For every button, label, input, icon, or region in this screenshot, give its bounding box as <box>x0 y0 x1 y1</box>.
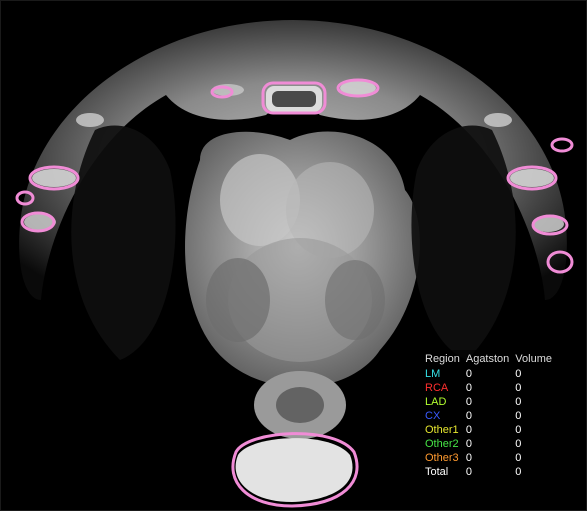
table-row: LM00 <box>425 367 558 381</box>
agatston-value: 0 <box>466 381 515 395</box>
agatston-value: 0 <box>466 423 515 437</box>
col-agatston: Agatston <box>466 352 515 367</box>
region-label: LAD <box>425 395 466 409</box>
agatston-value: 0 <box>466 409 515 423</box>
region-label: Other2 <box>425 437 466 451</box>
col-region: Region <box>425 352 466 367</box>
region-label: CX <box>425 409 466 423</box>
agatston-value: 0 <box>466 451 515 465</box>
agatston-value: 0 <box>466 395 515 409</box>
region-label: Total <box>425 465 466 479</box>
table-row: CX00 <box>425 409 558 423</box>
agatston-value: 0 <box>466 367 515 381</box>
volume-value: 0 <box>515 465 558 479</box>
table-row: Total00 <box>425 465 558 479</box>
volume-value: 0 <box>515 437 558 451</box>
table-row: LAD00 <box>425 395 558 409</box>
volume-value: 0 <box>515 381 558 395</box>
ct-viewer[interactable]: Region Agatston Volume LM00RCA00LAD00CX0… <box>0 0 587 511</box>
volume-value: 0 <box>515 451 558 465</box>
table-row: Other200 <box>425 437 558 451</box>
table-header-row: Region Agatston Volume <box>425 352 558 367</box>
region-label: Other1 <box>425 423 466 437</box>
table-row: Other300 <box>425 451 558 465</box>
volume-value: 0 <box>515 367 558 381</box>
agatston-value: 0 <box>466 437 515 451</box>
region-label: RCA <box>425 381 466 395</box>
table-row: RCA00 <box>425 381 558 395</box>
region-label: LM <box>425 367 466 381</box>
volume-value: 0 <box>515 395 558 409</box>
region-label: Other3 <box>425 451 466 465</box>
volume-value: 0 <box>515 409 558 423</box>
calcium-score-table: Region Agatston Volume LM00RCA00LAD00CX0… <box>421 350 581 483</box>
col-volume: Volume <box>515 352 558 367</box>
agatston-value: 0 <box>466 465 515 479</box>
volume-value: 0 <box>515 423 558 437</box>
table-row: Other100 <box>425 423 558 437</box>
